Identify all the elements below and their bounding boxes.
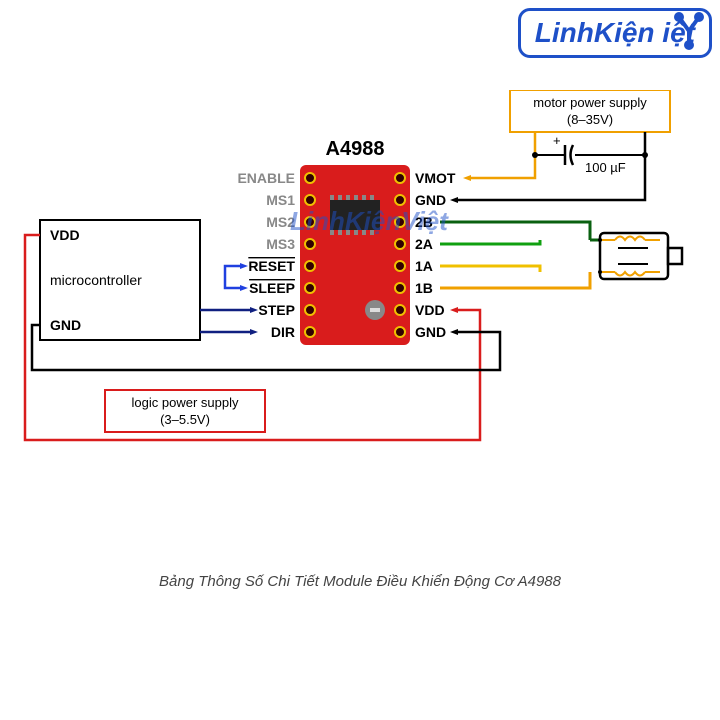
stepper-motor — [540, 233, 682, 279]
diagram-svg: A4988 ENABLE MS1 MS2 MS3 RESET SLEEP STE… — [0, 90, 720, 510]
svg-text:+: + — [553, 133, 561, 148]
wiring-diagram: A4988 ENABLE MS1 MS2 MS3 RESET SLEEP STE… — [0, 90, 720, 510]
watermark: LinhKiệnViệt — [290, 206, 449, 236]
pin-sleep: SLEEP — [249, 280, 295, 296]
wire-1a — [440, 266, 540, 272]
pin-vmot: VMOT — [415, 170, 456, 186]
wire-1b — [440, 272, 590, 288]
pin-1a: 1A — [415, 258, 433, 274]
pin-step: STEP — [258, 302, 295, 318]
chip-title: A4988 — [326, 138, 385, 160]
pin-gnd2: GND — [415, 324, 446, 340]
pin-dir: DIR — [271, 324, 295, 340]
mcu-gnd: GND — [50, 317, 81, 333]
wire-vmot — [468, 132, 535, 178]
pin-1b: 1B — [415, 280, 433, 296]
motor-supply-label: motor power supply — [533, 95, 647, 110]
motor-supply-voltage: (8–35V) — [567, 112, 613, 127]
logo-fork-icon — [671, 9, 711, 53]
pin-2a: 2A — [415, 236, 433, 252]
brand-logo: LinhKiện iệt — [518, 8, 712, 58]
capacitor-label: 100 µF — [585, 160, 626, 175]
pin-enable: ENABLE — [237, 170, 295, 186]
logic-supply-label: logic power supply — [132, 395, 239, 410]
pin-vdd: VDD — [415, 302, 445, 318]
mcu-label: microcontroller — [50, 272, 142, 288]
reset-sleep-jumper — [225, 266, 240, 288]
pin-ms3: MS3 — [266, 236, 295, 252]
figure-caption: Bảng Thông Số Chi Tiết Module Điều Khiển… — [0, 573, 720, 590]
wire-2b — [440, 222, 590, 240]
wire-2a — [440, 240, 540, 244]
pin-reset: RESET — [248, 258, 295, 274]
a4988-board — [300, 165, 410, 345]
mcu-vdd: VDD — [50, 227, 80, 243]
logic-supply-voltage: (3–5.5V) — [160, 412, 210, 427]
